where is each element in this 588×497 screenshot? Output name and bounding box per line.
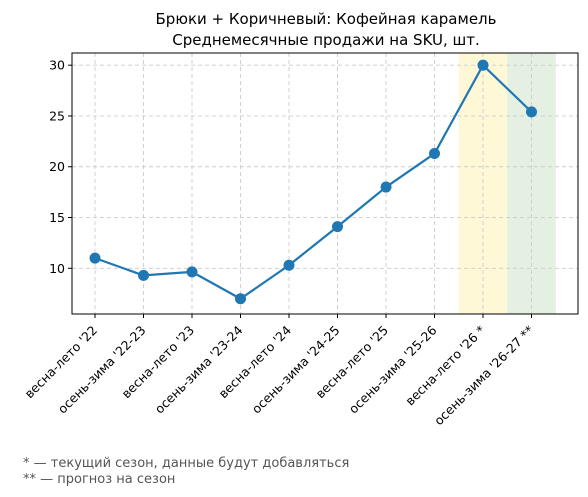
- x-tick-label-9: осень-зима '26-27 **: [431, 323, 537, 429]
- x-tick-label-7: осень-зима '25-26: [346, 322, 440, 416]
- highlight-band-2: [507, 53, 556, 314]
- data-point-9: [526, 106, 537, 118]
- series-line: [94, 64, 533, 300]
- footnote-current-season: * — текущий сезон, данные будут добавлят…: [23, 456, 350, 471]
- footnote-forecast: ** — прогноз на сезон: [23, 472, 176, 487]
- y-tick-label-4: 30: [49, 58, 65, 73]
- x-tick-label-5: осень-зима '24-25: [249, 323, 343, 417]
- data-point-6: [380, 181, 392, 193]
- data-point-0: [89, 252, 101, 264]
- data-point-5: [332, 221, 343, 233]
- data-point-4: [283, 259, 295, 271]
- data-point-7: [429, 148, 440, 160]
- line-chart: Брюки + Коричневый: Кофейная карамель Ср…: [21, 10, 579, 429]
- chart-title: Брюки + Коричневый: Кофейная карамель: [156, 10, 497, 28]
- x-tick-label-3: осень-зима '23-24: [152, 322, 246, 416]
- y-tick-label-0: 10: [49, 261, 65, 276]
- data-point-3: [235, 293, 246, 305]
- data-point-8: [477, 59, 489, 71]
- y-tick-label-3: 25: [49, 108, 65, 123]
- highlight-band-1: [458, 53, 508, 314]
- data-point-1: [138, 269, 149, 281]
- y-tick-label-1: 15: [49, 210, 65, 225]
- y-tick-label-2: 20: [49, 159, 65, 174]
- axes-frame: [71, 52, 579, 315]
- data-point-2: [186, 266, 198, 278]
- x-tick-label-1: осень-зима '22-23: [55, 323, 149, 417]
- chart-subtitle: Среднемесячные продажи на SKU, шт.: [172, 31, 480, 49]
